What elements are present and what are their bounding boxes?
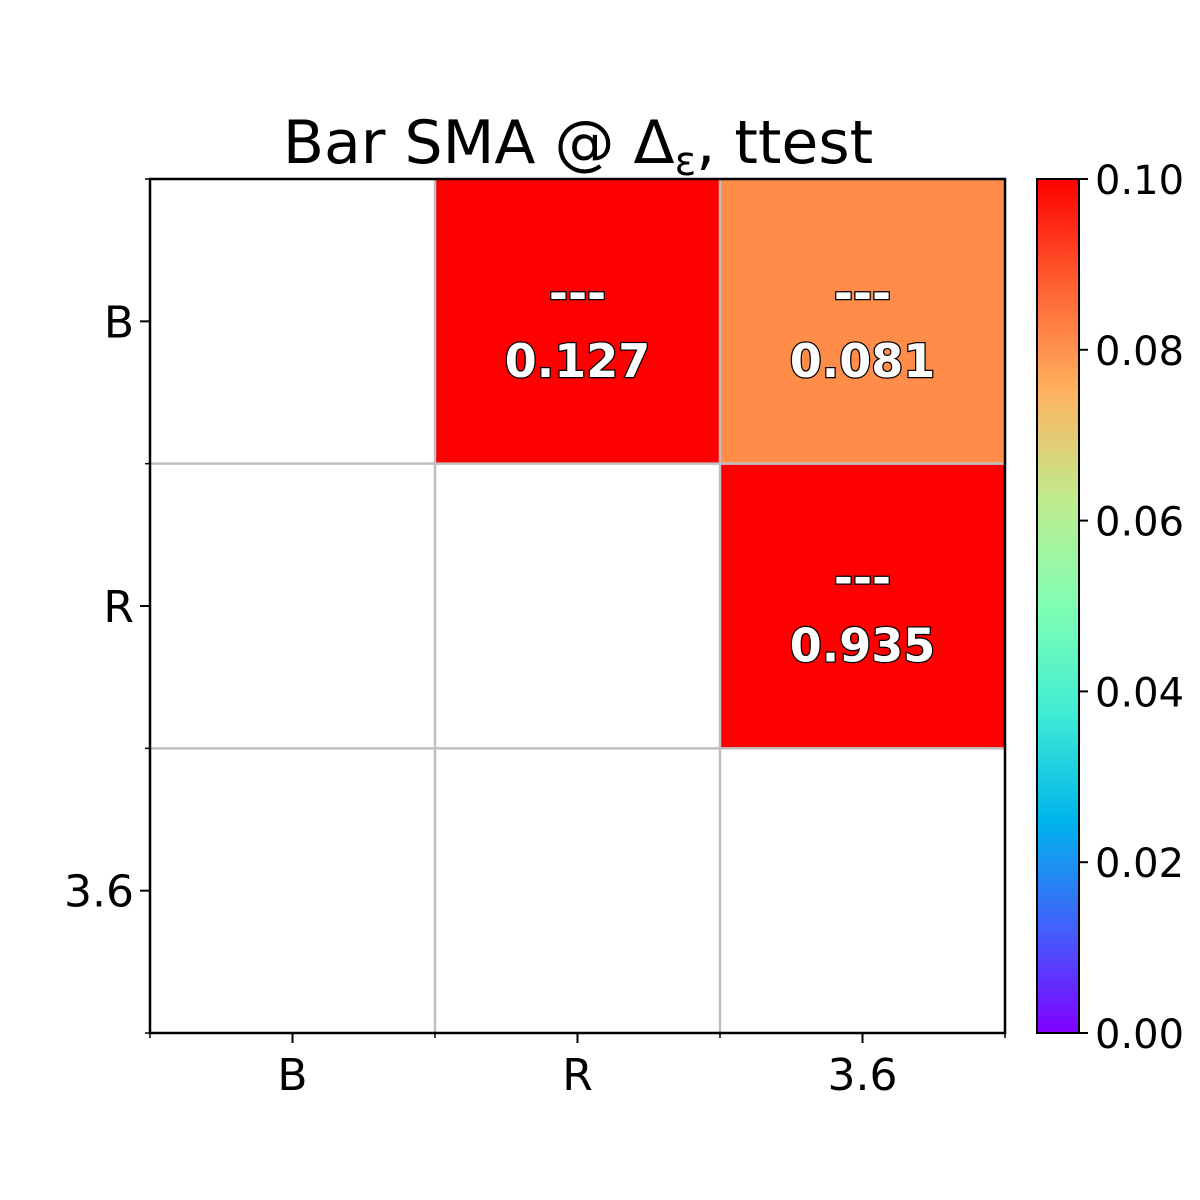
- heatmap-grid: [150, 179, 1005, 1033]
- x-tick-label: 3.6: [828, 1050, 898, 1101]
- colorbar-tick-label: 0.00: [1095, 1012, 1184, 1058]
- colorbar-tick-label: 0.06: [1095, 500, 1184, 546]
- heatmap-cell: [435, 179, 720, 464]
- colorbar-tick-label: 0.10: [1095, 158, 1184, 204]
- y-axis-ticks: B R 3.6: [64, 178, 150, 1034]
- heatmap-cell: [720, 463, 1005, 749]
- x-axis-ticks: B R 3.6: [149, 1033, 1006, 1101]
- colorbar-tick-label: 0.08: [1095, 329, 1184, 375]
- heatmap-cells: [435, 179, 1005, 749]
- x-tick-label: R: [562, 1050, 593, 1101]
- cell-label-dashes: ---: [834, 266, 891, 320]
- y-tick-label: B: [104, 297, 134, 348]
- chart-title-suffix: , ttest: [696, 108, 873, 178]
- chart-title: Bar SMA @ Δε, ttest: [283, 108, 873, 185]
- x-tick-label: B: [277, 1050, 307, 1101]
- heatmap-cell: [720, 179, 1005, 464]
- cell-label-value: 0.127: [505, 334, 651, 388]
- heatmap-cell-labels: --- 0.127 --- 0.081 --- 0.935: [503, 265, 936, 674]
- colorbar-tick-label: 0.04: [1095, 670, 1184, 716]
- colorbar-tick-label: 0.02: [1095, 841, 1184, 887]
- chart-title-subscript: ε: [675, 139, 697, 185]
- y-tick-label: R: [103, 582, 134, 633]
- colorbar: [1036, 178, 1080, 1034]
- y-tick-label: 3.6: [64, 867, 134, 918]
- cell-label-dashes: ---: [549, 266, 606, 320]
- cell-label-value: 0.081: [790, 334, 936, 388]
- colorbar-ticks: 0.00 0.02 0.04 0.06 0.08 0.10: [1079, 158, 1184, 1058]
- cell-label-value: 0.935: [790, 619, 936, 673]
- cell-label-dashes: ---: [834, 551, 891, 605]
